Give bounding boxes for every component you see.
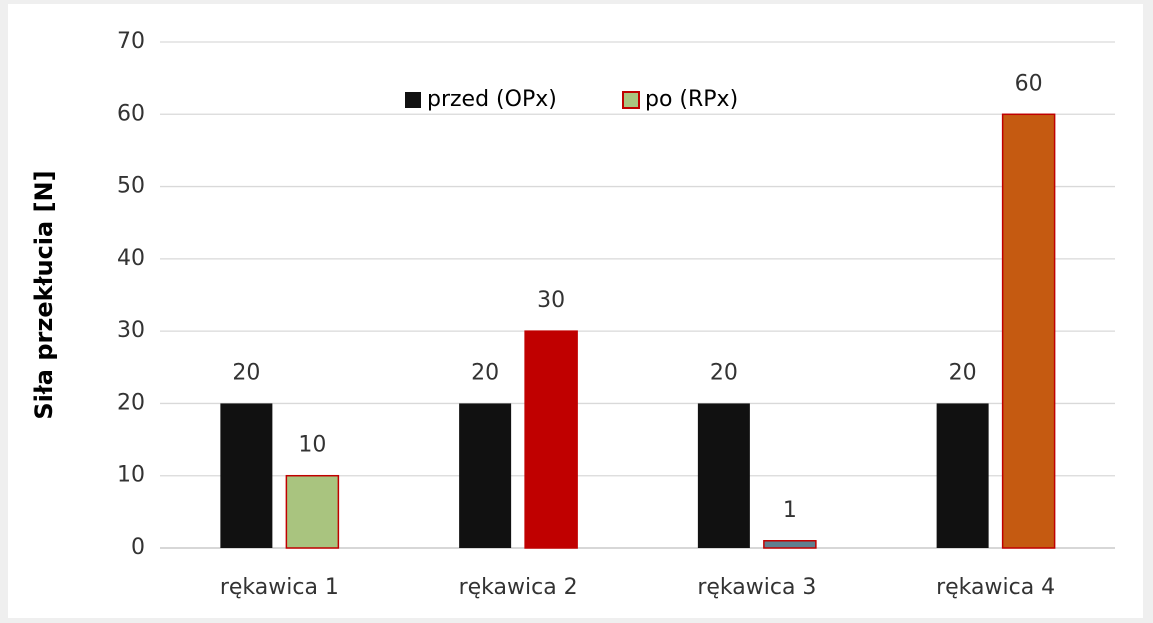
y-tick-label: 20 xyxy=(117,390,145,415)
bar xyxy=(936,403,989,548)
y-tick-label: 50 xyxy=(117,174,145,199)
legend-label: po (RPx) xyxy=(645,87,738,112)
data-label: 30 xyxy=(537,288,565,313)
data-label: 20 xyxy=(710,360,738,385)
legend-label: przed (OPx) xyxy=(427,87,557,112)
legend-swatch xyxy=(622,91,640,109)
x-tick-label: rękawica 1 xyxy=(220,575,339,600)
bar xyxy=(1001,113,1056,549)
bar xyxy=(763,540,817,549)
data-label: 10 xyxy=(298,433,326,458)
bar xyxy=(459,403,512,548)
y-tick-label: 0 xyxy=(131,535,145,560)
x-tick-label: rękawica 3 xyxy=(697,575,816,600)
y-tick-label: 30 xyxy=(117,318,145,343)
x-tick-label: rękawica 4 xyxy=(936,575,1055,600)
bar xyxy=(285,474,340,549)
bar xyxy=(524,330,578,549)
data-label: 1 xyxy=(783,498,797,523)
legend-swatch xyxy=(405,92,421,108)
bar xyxy=(697,403,750,548)
y-tick-label: 60 xyxy=(117,101,145,126)
data-label: 20 xyxy=(949,360,977,385)
x-tick-label: rękawica 2 xyxy=(459,575,578,600)
data-label: 60 xyxy=(1015,71,1043,96)
y-tick-label: 10 xyxy=(117,463,145,488)
data-label: 20 xyxy=(471,360,499,385)
y-tick-label: 40 xyxy=(117,246,145,271)
y-tick-label: 70 xyxy=(117,29,145,54)
bar xyxy=(220,403,273,548)
data-label: 20 xyxy=(232,360,260,385)
y-axis-label: Siła przekłucia [N] xyxy=(30,170,58,419)
